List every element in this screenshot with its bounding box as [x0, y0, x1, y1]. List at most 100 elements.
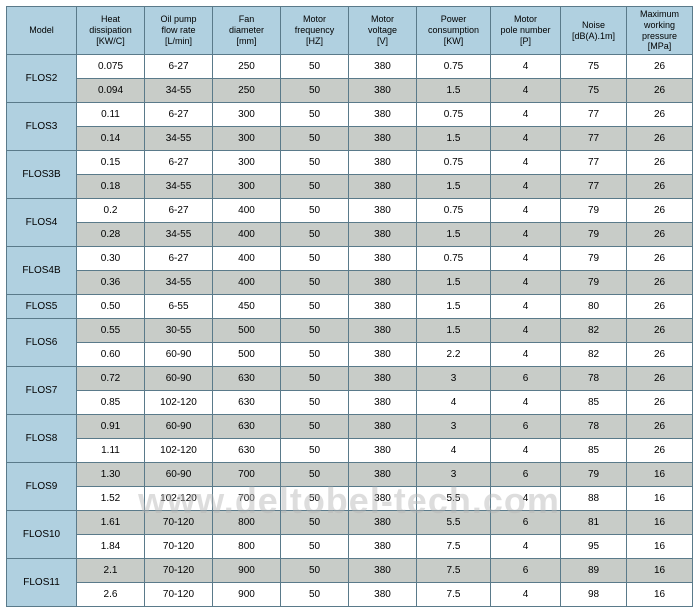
data-cell: 380	[349, 391, 417, 415]
model-cell: FLOS2	[7, 55, 77, 103]
data-cell: 380	[349, 487, 417, 511]
data-cell: 79	[561, 223, 627, 247]
data-cell: 380	[349, 55, 417, 79]
data-cell: 300	[213, 127, 281, 151]
data-cell: 78	[561, 415, 627, 439]
data-cell: 77	[561, 103, 627, 127]
data-cell: 77	[561, 151, 627, 175]
data-cell: 380	[349, 151, 417, 175]
model-cell: FLOS8	[7, 415, 77, 463]
data-cell: 4	[491, 103, 561, 127]
model-cell: FLOS7	[7, 367, 77, 415]
data-cell: 4	[491, 151, 561, 175]
data-cell: 50	[281, 367, 349, 391]
table-row: 0.09434-55250503801.547526	[7, 79, 693, 103]
data-cell: 16	[627, 583, 693, 607]
header-4: Motorfrequency[HZ]	[281, 7, 349, 55]
data-cell: 102-120	[145, 391, 213, 415]
data-cell: 0.28	[77, 223, 145, 247]
table-row: FLOS4B0.306-27400503800.7547926	[7, 247, 693, 271]
table-row: FLOS112.170-120900503807.568916	[7, 559, 693, 583]
data-cell: 26	[627, 319, 693, 343]
data-cell: 34-55	[145, 175, 213, 199]
data-cell: 16	[627, 559, 693, 583]
data-cell: 30-55	[145, 319, 213, 343]
header-2: Oil pumpflow rate[L/min]	[145, 7, 213, 55]
data-cell: 380	[349, 583, 417, 607]
model-cell: FLOS4B	[7, 247, 77, 295]
data-cell: 380	[349, 247, 417, 271]
data-cell: 50	[281, 79, 349, 103]
table-row: FLOS3B0.156-27300503800.7547726	[7, 151, 693, 175]
data-cell: 630	[213, 367, 281, 391]
data-cell: 1.5	[417, 175, 491, 199]
data-cell: 380	[349, 79, 417, 103]
header-1: Heatdissipation[KW/C]	[77, 7, 145, 55]
data-cell: 81	[561, 511, 627, 535]
data-cell: 4	[417, 439, 491, 463]
data-cell: 380	[349, 511, 417, 535]
data-cell: 380	[349, 343, 417, 367]
header-7: Motorpole number[P]	[491, 7, 561, 55]
header-6: Powerconsumption[KW]	[417, 7, 491, 55]
data-cell: 50	[281, 535, 349, 559]
model-cell: FLOS5	[7, 295, 77, 319]
data-cell: 26	[627, 247, 693, 271]
data-cell: 70-120	[145, 535, 213, 559]
data-cell: 250	[213, 55, 281, 79]
data-cell: 26	[627, 343, 693, 367]
data-cell: 50	[281, 463, 349, 487]
data-cell: 4	[417, 391, 491, 415]
table-row: 2.670-120900503807.549816	[7, 583, 693, 607]
data-cell: 0.30	[77, 247, 145, 271]
data-cell: 60-90	[145, 343, 213, 367]
data-cell: 700	[213, 463, 281, 487]
data-cell: 380	[349, 439, 417, 463]
data-cell: 1.84	[77, 535, 145, 559]
data-cell: 50	[281, 487, 349, 511]
model-cell: FLOS3B	[7, 151, 77, 199]
data-cell: 4	[491, 319, 561, 343]
data-cell: 6-27	[145, 151, 213, 175]
data-cell: 400	[213, 247, 281, 271]
data-cell: 1.52	[77, 487, 145, 511]
data-cell: 79	[561, 247, 627, 271]
data-cell: 6-27	[145, 199, 213, 223]
data-cell: 95	[561, 535, 627, 559]
data-cell: 1.5	[417, 295, 491, 319]
data-cell: 380	[349, 103, 417, 127]
data-cell: 26	[627, 79, 693, 103]
data-cell: 4	[491, 223, 561, 247]
table-row: FLOS91.3060-9070050380367916	[7, 463, 693, 487]
table-row: 1.11102-12063050380448526	[7, 439, 693, 463]
data-cell: 0.094	[77, 79, 145, 103]
data-cell: 7.5	[417, 583, 491, 607]
header-3: Fandiameter[mm]	[213, 7, 281, 55]
data-cell: 4	[491, 175, 561, 199]
data-cell: 4	[491, 127, 561, 151]
data-cell: 4	[491, 271, 561, 295]
data-cell: 16	[627, 535, 693, 559]
data-cell: 4	[491, 391, 561, 415]
table-row: 0.1434-55300503801.547726	[7, 127, 693, 151]
data-cell: 380	[349, 127, 417, 151]
data-cell: 1.5	[417, 271, 491, 295]
table-row: 0.6060-90500503802.248226	[7, 343, 693, 367]
data-cell: 6-27	[145, 55, 213, 79]
data-cell: 50	[281, 439, 349, 463]
data-cell: 500	[213, 343, 281, 367]
table-row: 0.1834-55300503801.547726	[7, 175, 693, 199]
data-cell: 2.1	[77, 559, 145, 583]
data-cell: 1.5	[417, 223, 491, 247]
model-cell: FLOS3	[7, 103, 77, 151]
header-5: Motorvoltage[V]	[349, 7, 417, 55]
data-cell: 75	[561, 79, 627, 103]
data-cell: 98	[561, 583, 627, 607]
model-cell: FLOS6	[7, 319, 77, 367]
data-cell: 85	[561, 439, 627, 463]
data-cell: 60-90	[145, 415, 213, 439]
data-cell: 0.36	[77, 271, 145, 295]
data-cell: 88	[561, 487, 627, 511]
data-cell: 380	[349, 271, 417, 295]
data-cell: 34-55	[145, 223, 213, 247]
